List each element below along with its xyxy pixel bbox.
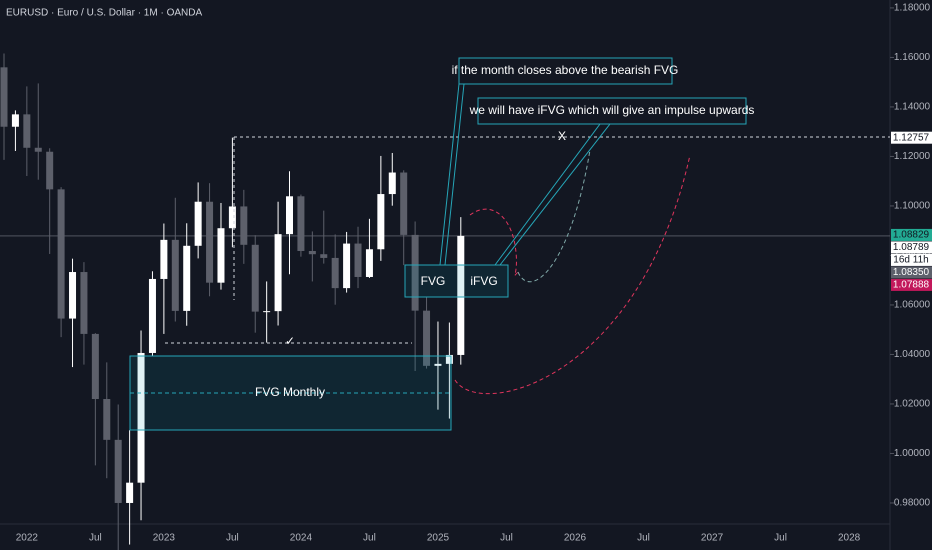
countdown-bg bbox=[891, 253, 932, 266]
price-tag bbox=[891, 241, 932, 254]
annotation: FVG bbox=[421, 274, 446, 288]
candle-body bbox=[206, 201, 214, 283]
candle-body bbox=[126, 482, 134, 503]
x-tick-label: 2028 bbox=[838, 533, 861, 544]
y-tick-label: 1.00000 bbox=[894, 448, 931, 459]
x-tick-label: Jul bbox=[500, 533, 513, 544]
x-tick-label: Jul bbox=[363, 533, 376, 544]
candle-body bbox=[263, 311, 271, 313]
candle-body bbox=[445, 354, 453, 364]
candle-body bbox=[148, 278, 156, 353]
y-tick-label: 1.14000 bbox=[894, 102, 931, 113]
price-tag-label: 1.08789 bbox=[893, 242, 930, 253]
candle-body bbox=[388, 172, 396, 195]
candle-body bbox=[194, 201, 202, 246]
candle-body bbox=[69, 272, 77, 319]
candle-body bbox=[34, 147, 42, 152]
candle-body bbox=[423, 310, 431, 366]
candle-body bbox=[343, 243, 351, 289]
candle-body bbox=[183, 245, 191, 311]
y-tick-label: 0.98000 bbox=[894, 498, 931, 509]
candle-body bbox=[228, 206, 236, 229]
y-tick-label: 1.10000 bbox=[894, 201, 931, 212]
x-tick-label: 2022 bbox=[16, 533, 39, 544]
price-tag bbox=[891, 131, 932, 144]
price-tag-label: 1.07888 bbox=[893, 280, 930, 291]
x-tick-label: 2024 bbox=[290, 533, 313, 544]
chart-title: EURUSD · Euro / U.S. Dollar · 1M · OANDA bbox=[6, 8, 202, 19]
candle-body bbox=[400, 172, 408, 235]
countdown: 16d 11h bbox=[893, 255, 928, 266]
candle-body bbox=[0, 67, 8, 127]
candle-body bbox=[46, 151, 54, 190]
axis: 0.980001.000001.020001.040001.060001.080… bbox=[16, 3, 932, 544]
callout-text: we will have iFVG which will give an imp… bbox=[469, 103, 755, 117]
price-tag bbox=[891, 228, 932, 241]
annotation: ✓ bbox=[285, 334, 295, 348]
candle-body bbox=[457, 235, 465, 355]
candle-body bbox=[240, 206, 248, 245]
annotation: X bbox=[558, 129, 566, 143]
candle-body bbox=[365, 249, 373, 277]
x-tick-label: Jul bbox=[637, 533, 650, 544]
price-tag-label: 1.08350 bbox=[893, 267, 930, 278]
path-arrow bbox=[517, 149, 591, 283]
callout-box bbox=[477, 97, 747, 125]
candle-body bbox=[320, 254, 328, 258]
x-tick-label: 2027 bbox=[701, 533, 724, 544]
candle-body bbox=[308, 250, 316, 255]
candle-body bbox=[411, 234, 419, 311]
annotation: iFVG bbox=[470, 274, 497, 288]
callout-box bbox=[458, 57, 673, 85]
candle-body bbox=[23, 114, 31, 148]
x-tick-label: Jul bbox=[89, 533, 102, 544]
candle-body bbox=[274, 234, 282, 312]
candle-body bbox=[137, 352, 145, 483]
x-tick-label: 2023 bbox=[153, 533, 176, 544]
y-tick-label: 1.16000 bbox=[894, 52, 931, 63]
candle-body bbox=[377, 194, 385, 250]
candle-body bbox=[91, 333, 99, 400]
candle-body bbox=[286, 196, 293, 235]
candle-body bbox=[434, 363, 442, 366]
candle-body bbox=[251, 244, 259, 312]
candle-body bbox=[11, 114, 19, 127]
callout-line bbox=[439, 83, 460, 266]
candle-body bbox=[354, 243, 362, 277]
candle-body bbox=[80, 272, 88, 334]
candle-body bbox=[171, 239, 179, 311]
candle-body bbox=[114, 439, 122, 503]
callout-line bbox=[444, 83, 465, 266]
fvg-box bbox=[404, 264, 509, 298]
x-tick-label: Jul bbox=[774, 533, 787, 544]
y-tick-label: 1.06000 bbox=[894, 300, 931, 311]
price-tag bbox=[891, 278, 932, 291]
callout-line bbox=[494, 123, 601, 266]
callout-line bbox=[499, 123, 611, 266]
callout-text: if the month closes above the bearish FV… bbox=[452, 63, 679, 77]
candle-body bbox=[217, 228, 225, 283]
candle-body bbox=[103, 399, 111, 440]
candle-body bbox=[297, 196, 305, 251]
candle-body bbox=[331, 257, 339, 289]
annotation: FVG Monthly bbox=[255, 385, 325, 399]
price-tag-label: 1.08829 bbox=[893, 230, 930, 241]
y-tick-label: 1.12000 bbox=[894, 151, 931, 162]
x-tick-label: 2026 bbox=[564, 533, 587, 544]
price-tag bbox=[891, 266, 932, 279]
y-tick-label: 1.02000 bbox=[894, 399, 931, 410]
x-tick-label: Jul bbox=[226, 533, 239, 544]
candle-body bbox=[160, 239, 168, 279]
y-tick-label: 1.04000 bbox=[894, 349, 931, 360]
path-arrow bbox=[469, 208, 519, 276]
drawings: FVG Monthly FVG iFVG X ✓ if the month cl… bbox=[129, 57, 890, 431]
x-tick-label: 2025 bbox=[427, 533, 450, 544]
candle-body bbox=[57, 189, 65, 319]
price-tag-label: 1.12757 bbox=[893, 132, 930, 143]
marks bbox=[0, 53, 890, 550]
path-arrow bbox=[454, 154, 691, 395]
y-tick-label: 1.18000 bbox=[894, 3, 931, 14]
